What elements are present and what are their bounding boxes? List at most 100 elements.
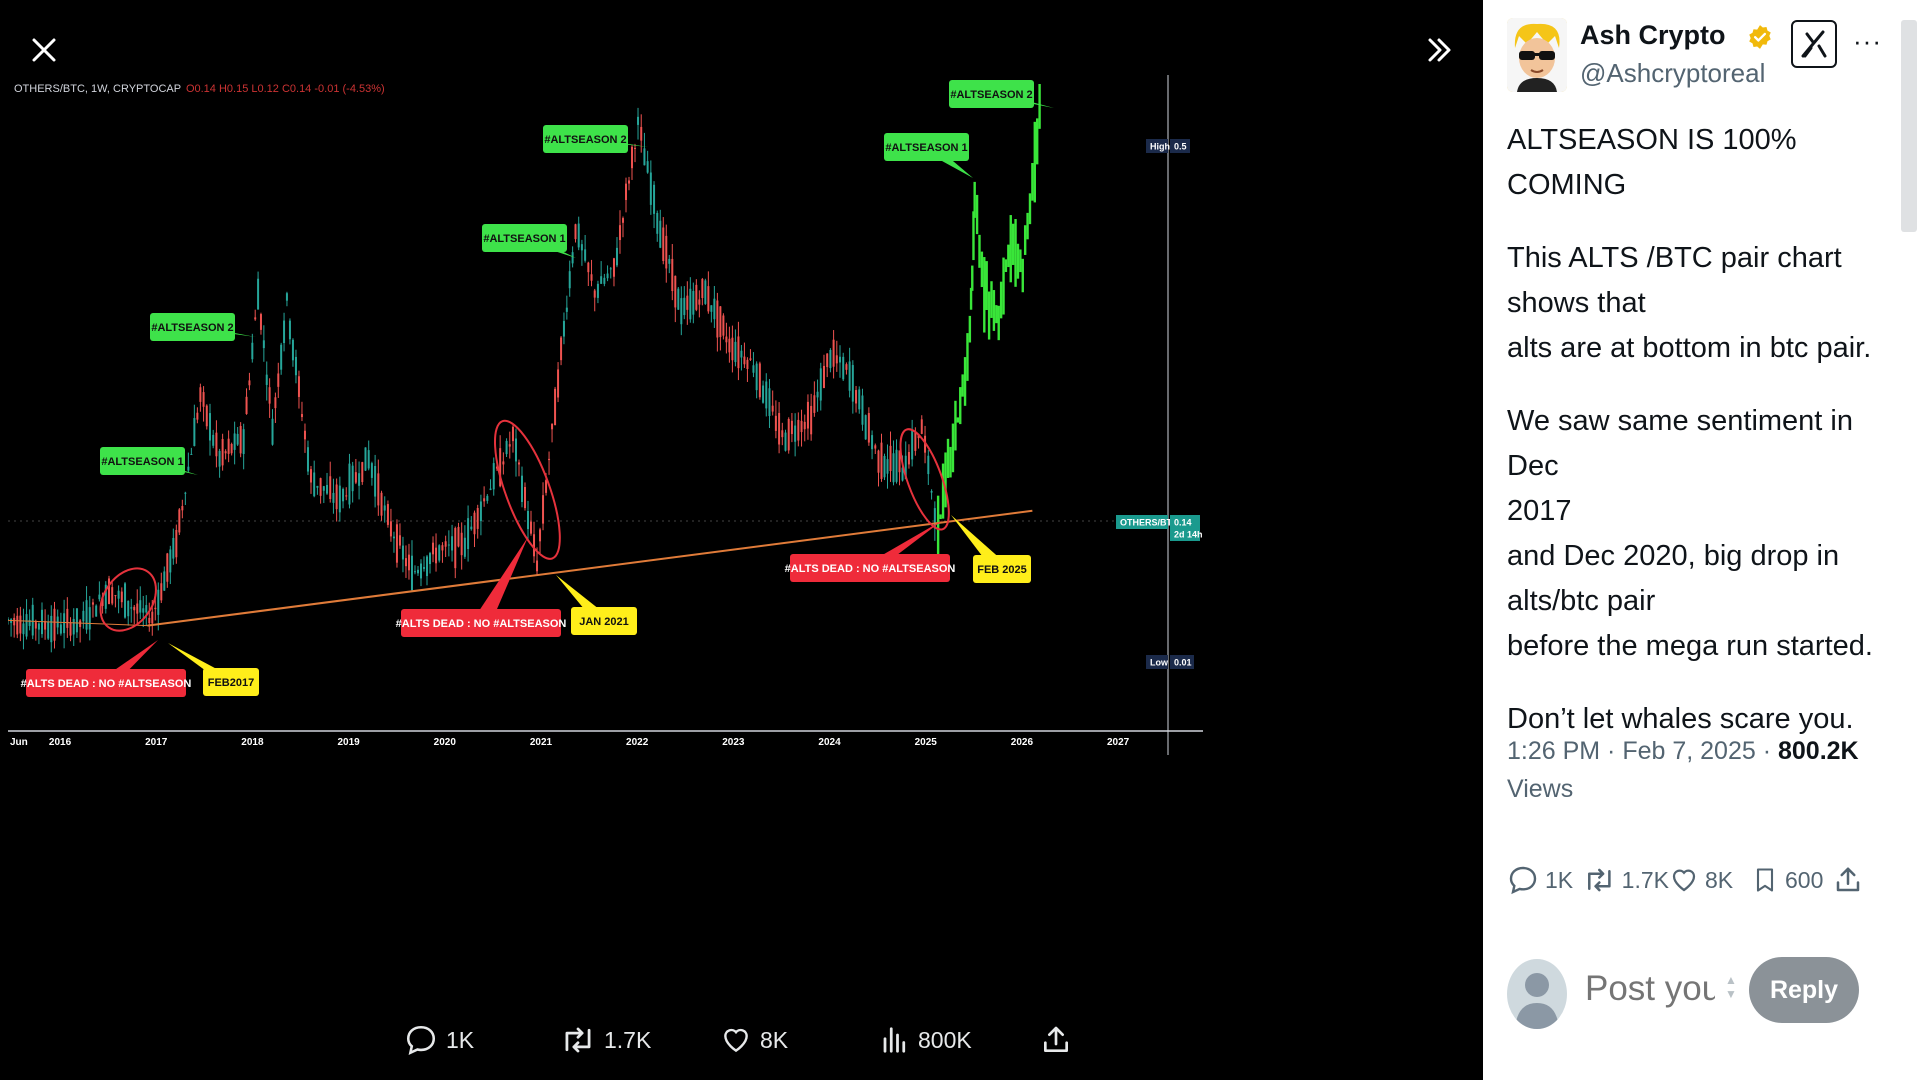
default-user-icon: [1515, 973, 1559, 1029]
candle-body: [294, 356, 297, 376]
annotation-label: #ALTS DEAD : NO #ALTSEASON: [396, 618, 567, 630]
tweet-timestamp[interactable]: 1:26 PM · Feb 7, 2025 ·: [1507, 737, 1778, 765]
candle-body: [297, 376, 300, 397]
candle-body: [668, 258, 671, 264]
candle-body: [606, 273, 609, 279]
candle-body: [527, 510, 530, 530]
projection-candle: [1002, 257, 1005, 315]
candle-body: [254, 317, 257, 320]
candle-body: [771, 405, 774, 412]
repost-button[interactable]: 1.7K: [1583, 864, 1669, 896]
bookmark-button[interactable]: 600: [1751, 864, 1833, 896]
author-handle[interactable]: @Ashcryptoreal: [1580, 58, 1766, 88]
reply-button[interactable]: 1K: [1507, 864, 1583, 896]
like-button[interactable]: 8K: [1669, 865, 1751, 895]
annotation-label: #ALTS DEAD : NO #ALTSEASON: [785, 563, 956, 575]
media-action-bar: 1K 1.7K 8K 800K: [404, 1020, 1080, 1060]
candle-body: [463, 537, 466, 557]
projection-candle: [961, 374, 964, 397]
candle-body: [69, 622, 72, 636]
projection-candle: [944, 452, 947, 508]
candle-body: [819, 368, 822, 401]
author-avatar[interactable]: [1507, 18, 1567, 92]
reply-count: 1K: [1545, 866, 1574, 893]
candle-body: [248, 380, 251, 386]
verified-badge-icon: [1749, 25, 1771, 49]
candle-body: [326, 484, 329, 494]
candle-body: [917, 434, 920, 439]
projection-candle: [1026, 212, 1029, 240]
candle-body: [407, 554, 410, 571]
candle-body: [580, 244, 583, 251]
low-value-bg: [1170, 655, 1194, 669]
projection-candle: [1028, 193, 1032, 225]
candle-body: [790, 420, 793, 435]
candle-body: [883, 456, 886, 478]
projection-candle: [985, 261, 988, 311]
bookmark-icon: [1756, 868, 1774, 892]
candle-body: [568, 271, 571, 289]
candle-body: [95, 605, 98, 617]
candle-body: [877, 450, 880, 473]
candle-body: [101, 596, 104, 606]
reply-submit-button[interactable]: Reply: [1749, 957, 1859, 1023]
projection-candle: [997, 305, 1000, 341]
candle-body: [160, 583, 163, 601]
candle-body: [716, 300, 719, 338]
candle-body: [803, 421, 806, 430]
heart-icon: [1672, 869, 1696, 892]
grok-button[interactable]: [1791, 20, 1837, 68]
candle-body: [495, 466, 498, 469]
candle-body: [612, 258, 615, 277]
media-share-button[interactable]: [1040, 1024, 1080, 1056]
candle-body: [536, 560, 539, 572]
candle-body: [262, 340, 265, 349]
media-repost-button[interactable]: 1.7K: [560, 1023, 720, 1057]
scrollbar-thumb[interactable]: [1901, 20, 1917, 232]
projection-candle: [995, 305, 998, 324]
candle-body: [774, 415, 777, 431]
close-button[interactable]: [22, 28, 66, 72]
reply-input[interactable]: [1585, 969, 1715, 1009]
expand-panel-button[interactable]: [1418, 28, 1462, 72]
media-like-button[interactable]: 8K: [720, 1024, 880, 1056]
candle-body: [806, 401, 809, 429]
candle-body: [603, 277, 606, 284]
candle-body: [377, 473, 380, 506]
candle-body: [719, 306, 722, 338]
more-options-button[interactable]: ···: [1853, 26, 1882, 56]
annotation-box: [150, 313, 235, 341]
candle-body: [898, 450, 901, 473]
candle-body: [713, 298, 716, 320]
candle-body: [374, 465, 377, 497]
heart-icon: [724, 1028, 748, 1053]
candle-body: [404, 558, 407, 567]
media-views-button[interactable]: 800K: [880, 1024, 1040, 1056]
projection-candle: [978, 234, 981, 268]
candle-body: [787, 418, 790, 451]
projection-candle: [963, 357, 967, 406]
candle-body: [285, 293, 288, 301]
candle-body: [530, 521, 533, 534]
candle-body: [871, 435, 874, 450]
candle-body: [309, 469, 312, 483]
annotation-label: #ALTSEASON 1: [101, 456, 183, 468]
candle-body: [196, 412, 199, 420]
author-name[interactable]: Ash Crypto: [1580, 20, 1726, 50]
candle-body: [483, 498, 486, 502]
projection-candle: [954, 400, 957, 451]
views-bar-chart-icon: [883, 1027, 906, 1053]
like-count: 8K: [1705, 866, 1734, 893]
candle-body: [212, 434, 215, 446]
candle-body: [855, 390, 858, 404]
candle-body: [524, 487, 527, 509]
candle-body: [600, 276, 603, 284]
share-button[interactable]: [1833, 864, 1869, 896]
annotation-label: #ALTS DEAD : NO #ALTSEASON: [21, 678, 192, 690]
candle-body: [628, 180, 631, 184]
projection-candle: [990, 281, 993, 318]
media-reply-button[interactable]: 1K: [404, 1023, 560, 1057]
annotation-box: [790, 554, 950, 582]
close-icon: [32, 38, 56, 62]
candle-body: [268, 387, 271, 404]
